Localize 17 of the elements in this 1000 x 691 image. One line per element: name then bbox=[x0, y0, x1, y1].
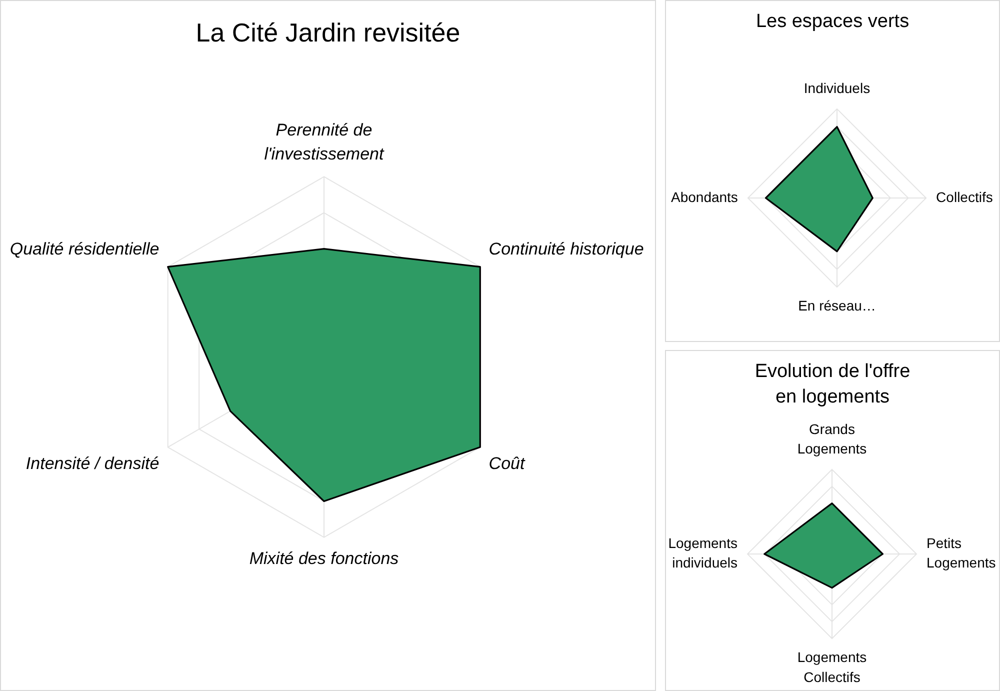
spoke-label: Logements individuels bbox=[668, 535, 738, 571]
spoke-label: En réseau… bbox=[798, 298, 876, 314]
spoke-label: Perennité de l'investissement bbox=[264, 120, 385, 164]
spoke-label: Intensité / densité bbox=[26, 454, 160, 473]
chart-title: La Cité Jardin revisitée bbox=[196, 18, 460, 48]
chart-title: Les espaces verts bbox=[756, 11, 910, 32]
spoke-label: Individuels bbox=[804, 80, 870, 96]
spoke-label: Petits Logements bbox=[926, 535, 996, 571]
spoke-label: Logements Collectifs bbox=[797, 649, 867, 685]
spoke-label: Mixité des fonctions bbox=[249, 548, 400, 568]
spoke-label: Continuité historique bbox=[488, 240, 644, 259]
spoke-label: Collectifs bbox=[936, 188, 993, 205]
chart-title: Evolution de l'offre en logements bbox=[754, 361, 910, 408]
spoke-label: Grands Logements bbox=[797, 420, 867, 457]
spoke-label: Qualité résidentielle bbox=[10, 240, 160, 259]
spoke-label: Coût bbox=[488, 454, 526, 473]
spoke-label: Abondants bbox=[670, 188, 738, 205]
